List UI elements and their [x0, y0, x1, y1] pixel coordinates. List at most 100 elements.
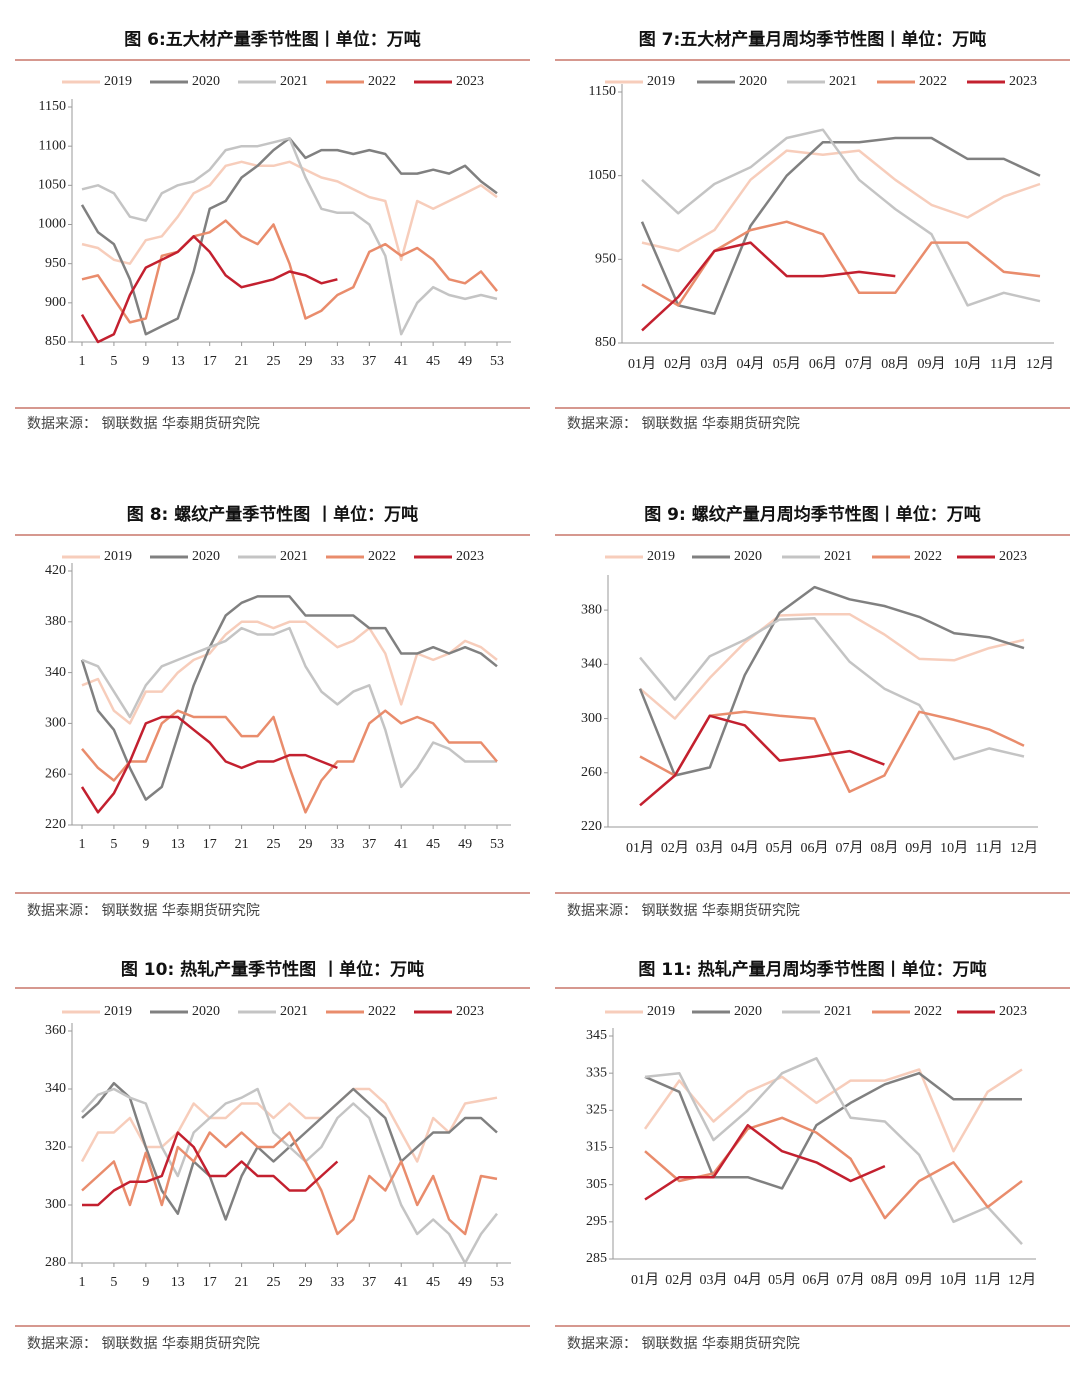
x-tick-label: 29	[298, 837, 312, 852]
x-tick-label: 37	[362, 837, 376, 852]
y-tick-label: 285	[586, 1251, 607, 1266]
series-line	[644, 1071, 1022, 1190]
y-tick-label: 1000	[38, 217, 66, 232]
x-tick-label: 10月	[954, 356, 982, 372]
x-tick-label: 33	[330, 837, 344, 852]
x-tick-label: 41	[394, 837, 408, 852]
x-tick-label: 37	[362, 354, 376, 369]
x-tick-label: 03月	[700, 1272, 728, 1288]
legend-label: 2020	[734, 549, 762, 564]
legend-label: 2021	[280, 74, 308, 89]
legend-label: 2019	[104, 1004, 132, 1019]
x-tick-label: 45	[426, 1275, 440, 1290]
x-tick-label: 02月	[661, 840, 689, 856]
series-line	[81, 1087, 498, 1265]
x-tick-label: 11月	[975, 840, 1002, 856]
x-tick-label: 01月	[631, 1272, 659, 1288]
x-tick-label: 1	[79, 354, 86, 369]
y-tick-label: 340	[45, 665, 66, 680]
series-line	[640, 136, 1041, 315]
series-line	[81, 620, 498, 725]
source-note: 数据来源： 钢联数据 华泰期货研究院	[27, 415, 260, 432]
x-tick-label: 1	[79, 1275, 86, 1290]
chart-title: 图 11: 热轧产量月周均季节性图丨单位：万吨	[638, 959, 986, 980]
x-tick-label: 11月	[990, 356, 1017, 372]
legend-label: 2021	[280, 1004, 308, 1019]
y-tick-label: 1050	[38, 178, 66, 193]
legend-label: 2023	[456, 549, 484, 564]
x-tick-label: 12月	[1026, 356, 1054, 372]
x-tick-label: 07月	[835, 840, 863, 856]
x-tick-label: 10月	[940, 840, 968, 856]
series-line	[643, 1068, 1023, 1153]
legend-label: 2021	[824, 549, 852, 564]
series-line	[81, 160, 498, 265]
x-tick-label: 29	[298, 354, 312, 369]
source-note: 数据来源： 钢联数据 华泰期货研究院	[27, 902, 260, 919]
series-line	[80, 235, 338, 344]
source-note: 数据来源： 钢联数据 华泰期货研究院	[567, 415, 800, 432]
x-tick-label: 25	[267, 837, 281, 852]
y-tick-label: 300	[45, 716, 66, 731]
series-line	[81, 626, 497, 789]
x-tick-label: 08月	[871, 1272, 899, 1288]
x-tick-label: 05月	[773, 356, 801, 372]
y-tick-label: 295	[586, 1214, 607, 1229]
x-tick-label: 17	[203, 837, 217, 852]
x-tick-label: 04月	[731, 840, 759, 856]
x-tick-label: 29	[298, 1275, 312, 1290]
x-tick-label: 53	[490, 354, 504, 369]
x-tick-label: 03月	[700, 356, 728, 372]
series-line	[80, 137, 498, 336]
legend-label: 2021	[280, 549, 308, 564]
y-tick-label: 320	[45, 1139, 66, 1154]
chart-title: 图 9: 螺纹产量月周均季节性图丨单位：万吨	[644, 504, 980, 525]
y-tick-label: 305	[586, 1177, 607, 1192]
legend-label: 2022	[368, 549, 396, 564]
legend-label: 2023	[999, 1004, 1027, 1019]
y-tick-label: 1100	[39, 138, 66, 153]
x-tick-label: 25	[267, 354, 281, 369]
legend-label: 2021	[829, 74, 857, 89]
series-line	[641, 149, 1041, 253]
x-tick-label: 17	[203, 354, 217, 369]
series-line	[81, 219, 498, 324]
chart-title: 图 8: 螺纹产量季节性图 丨单位：万吨	[127, 504, 418, 525]
x-tick-label: 06月	[809, 356, 837, 372]
x-tick-label: 08月	[881, 356, 909, 372]
y-tick-label: 335	[586, 1065, 607, 1080]
chart-title: 图 7:五大材产量月周均季节性图丨单位：万吨	[639, 29, 987, 50]
x-tick-label: 45	[426, 837, 440, 852]
y-tick-label: 280	[45, 1255, 66, 1270]
y-tick-label: 220	[45, 817, 66, 832]
x-tick-label: 05月	[766, 840, 794, 856]
x-tick-label: 10月	[939, 1272, 967, 1288]
y-tick-label: 315	[586, 1140, 607, 1155]
series-line	[641, 128, 1041, 307]
legend-label: 2019	[647, 74, 675, 89]
x-tick-label: 41	[394, 354, 408, 369]
x-tick-label: 04月	[737, 356, 765, 372]
legend-label: 2019	[104, 74, 132, 89]
y-tick-label: 340	[581, 657, 602, 672]
x-tick-label: 49	[458, 1275, 472, 1290]
legend-label: 2020	[192, 549, 220, 564]
x-tick-label: 25	[267, 1275, 281, 1290]
x-tick-label: 37	[362, 1275, 376, 1290]
legend-label: 2020	[192, 74, 220, 89]
series-line	[639, 710, 1025, 794]
x-tick-label: 5	[110, 837, 117, 852]
x-tick-label: 49	[458, 837, 472, 852]
x-tick-label: 12月	[1008, 1272, 1036, 1288]
x-tick-label: 17	[203, 1275, 217, 1290]
chart-title: 图 10: 热轧产量季节性图 丨单位：万吨	[121, 959, 424, 980]
x-tick-label: 07月	[845, 356, 873, 372]
legend-label: 2022	[368, 1004, 396, 1019]
y-tick-label: 300	[581, 711, 602, 726]
legend-label: 2023	[456, 74, 484, 89]
x-tick-label: 21	[235, 354, 249, 369]
